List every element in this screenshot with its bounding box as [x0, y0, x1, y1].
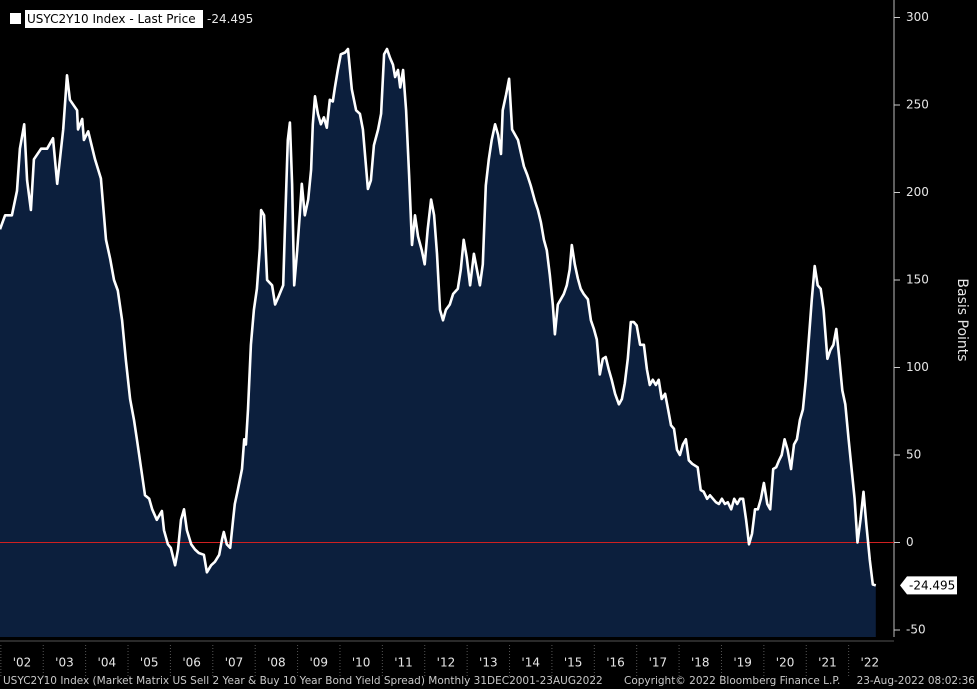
footer-timestamp: 23-Aug-2022 08:02:36	[857, 675, 976, 687]
last-price-label: -24.495	[909, 578, 955, 592]
x-tick-label: '19	[733, 656, 752, 670]
x-tick-label: '09	[309, 656, 328, 670]
x-tick-label: '10	[352, 656, 371, 670]
legend-last-price: -24.495	[207, 12, 253, 26]
y-tick-label: 300	[906, 10, 929, 24]
y-tick-label: 150	[906, 273, 929, 287]
line	[0, 47, 877, 587]
x-tick-label: '02	[13, 656, 32, 670]
x-tick-label: '04	[98, 656, 117, 670]
x-tick-label: '14	[521, 656, 540, 670]
x-tick-label: '18	[691, 656, 710, 670]
x-tick-label: '07	[225, 656, 244, 670]
y-tick-label: 200	[906, 185, 929, 199]
area-fill	[0, 49, 876, 637]
x-tick-label: '21	[818, 656, 837, 670]
legend-name-highlight	[25, 10, 203, 28]
y-axis-label: Basis Points	[954, 278, 970, 361]
y-tick-label: -50	[906, 623, 926, 637]
x-tick-label: '16	[606, 656, 625, 670]
x-tick-label: '08	[267, 656, 286, 670]
footer-description: USYC2Y10 Index (Market Matrix US Sell 2 …	[3, 675, 603, 687]
x-tick-label: '06	[182, 656, 201, 670]
x-tick-label: '03	[55, 656, 74, 670]
x-tick-label: '15	[564, 656, 583, 670]
x-tick-label: '20	[776, 656, 795, 670]
last-price-tag	[900, 576, 957, 595]
y-tick-label: 100	[906, 360, 929, 374]
x-tick-label: '22	[861, 656, 880, 670]
legend-swatch	[10, 13, 21, 24]
x-tick-label: '05	[140, 656, 159, 670]
legend-label: USYC2Y10 Index - Last Price	[27, 12, 196, 26]
x-tick-label: '13	[479, 656, 498, 670]
y-tick-label: 250	[906, 98, 929, 112]
x-tick-label: '17	[649, 656, 668, 670]
plot-area	[0, 49, 876, 637]
y-tick-label: 50	[906, 448, 921, 462]
y-tick-label: 0	[906, 535, 914, 549]
x-tick-label: '11	[394, 656, 413, 670]
x-tick-label: '12	[437, 656, 456, 670]
footer-copyright: Copyright© 2022 Bloomberg Finance L.P.	[624, 675, 840, 687]
